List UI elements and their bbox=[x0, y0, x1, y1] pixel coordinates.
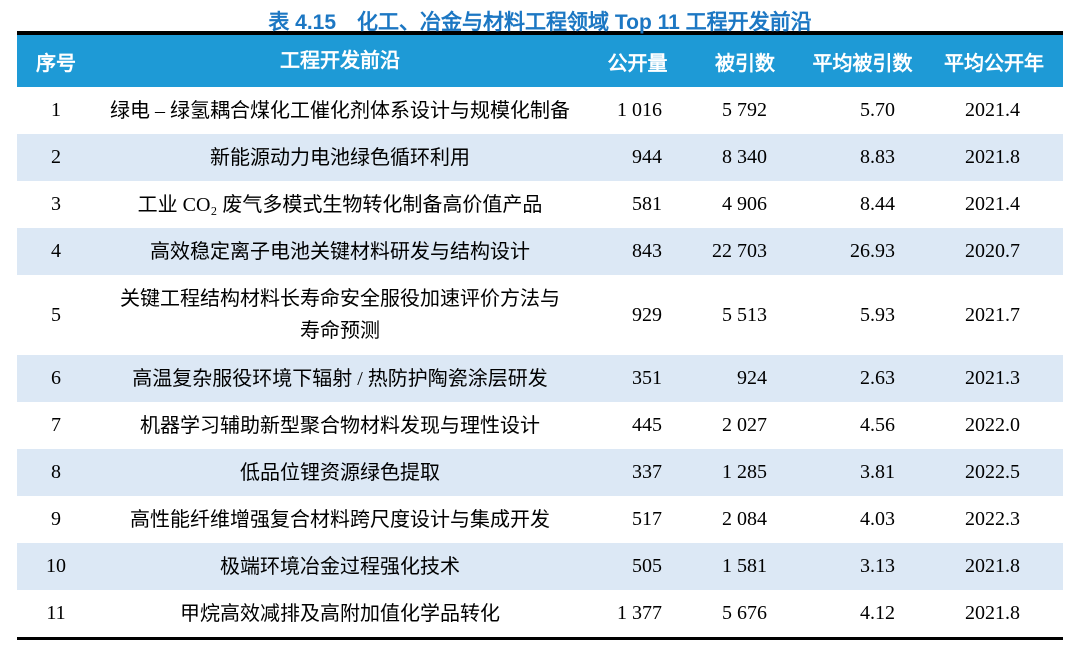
row-index-cell: 9 bbox=[51, 508, 61, 530]
front-name-cell: 关键工程结构材料长寿命安全服役加速评价方法与 寿命预测 bbox=[120, 288, 560, 342]
citations-cell: 5 792 bbox=[722, 99, 767, 121]
avg-year-cell: 2021.8 bbox=[965, 555, 1020, 577]
front-name-cell: 甲烷高效减排及高附加值化学品转化 bbox=[180, 602, 500, 625]
table-row: 5 关键工程结构材料长寿命安全服役加速评价方法与 寿命预测 929 5 513 … bbox=[17, 275, 1063, 355]
avg-year-cell: 2021.4 bbox=[965, 99, 1020, 121]
front-name-cell: 高效稳定离子电池关键材料研发与结构设计 bbox=[150, 240, 530, 263]
avg-citations-cell: 4.56 bbox=[860, 414, 895, 436]
column-header-avg-citations: 平均被引数 bbox=[812, 52, 913, 75]
table-row: 2 新能源动力电池绿色循环利用 944 8 340 8.83 2021.8 bbox=[17, 134, 1063, 181]
avg-citations-cell: 8.83 bbox=[860, 146, 895, 168]
table-row: 11 甲烷高效减排及高附加值化学品转化 1 377 5 676 4.12 202… bbox=[17, 590, 1063, 637]
front-name-cell: 工业 CO₂ 废气多模式生物转化制备高价值产品 bbox=[137, 193, 543, 216]
row-index-cell: 6 bbox=[51, 367, 61, 389]
avg-citations-cell: 2.63 bbox=[860, 367, 895, 389]
front-name-cell: 低品位锂资源绿色提取 bbox=[240, 461, 440, 484]
row-index-cell: 2 bbox=[51, 146, 61, 168]
row-index-cell: 5 bbox=[51, 303, 61, 326]
citations-cell: 4 906 bbox=[722, 193, 767, 215]
row-index-cell: 7 bbox=[51, 414, 61, 436]
avg-year-cell: 2021.3 bbox=[965, 367, 1020, 389]
publications-cell: 843 bbox=[632, 240, 662, 262]
table-body: 1 绿电 – 绿氢耦合煤化工催化剂体系设计与规模化制备 1 016 5 7 9 2 … bbox=[17, 87, 1063, 637]
data-table: 序号 工程开发前沿 公开量 被引数 平均被引数 平均公开年 1 绿电 – 绿氢耦… bbox=[17, 31, 1063, 640]
front-name-cell: 绿电 – 绿氢耦合煤化工催化剂体系设计与规模化制备 bbox=[110, 99, 570, 122]
column-header-no: 序号 bbox=[36, 52, 76, 75]
front-name-cell: 机器学习辅助新型聚合物材料发现与理性设计 bbox=[140, 414, 540, 437]
table-row: 7 机器学习辅助新型聚合物材料发现与理性设计 445 2 027 4.56 20… bbox=[17, 402, 1063, 449]
avg-year-cell: 2020.7 bbox=[965, 240, 1020, 262]
publications-cell: 351 bbox=[632, 367, 662, 389]
avg-year-cell: 2021.7 bbox=[965, 303, 1020, 326]
front-name-cell: 极端环境冶金过程强化技术 bbox=[220, 555, 460, 578]
column-header-avg-year: 平均公开年 bbox=[944, 52, 1044, 75]
citations-cell: 2 027 bbox=[722, 414, 767, 436]
avg-year-cell: 2021.8 bbox=[965, 602, 1020, 624]
column-header-citations: 被引数 bbox=[715, 52, 775, 75]
table-row: 3 工业 CO₂ 废气多模式生物转化制备高价值产品 581 4 906 8.44… bbox=[17, 181, 1063, 228]
column-header-front: 工程开发前沿 bbox=[280, 50, 400, 72]
avg-year-cell: 2022.5 bbox=[965, 461, 1020, 483]
citations-cell: 1 581 bbox=[722, 555, 767, 577]
citations-cell: 22 703 bbox=[712, 240, 767, 262]
avg-citations-cell: 26.93 bbox=[850, 240, 895, 262]
avg-citations-cell: 5.93 bbox=[860, 303, 895, 326]
table-header-row: 序号 工程开发前沿 公开量 被引数 平均被引数 平均公开年 bbox=[17, 35, 1063, 87]
table-row: 6 高温复杂服役环境下辐射 / 热防护陶瓷涂层研发 351 924 2.63 2… bbox=[17, 355, 1063, 402]
row-index-cell: 4 bbox=[51, 240, 61, 262]
citations-cell: 2 084 bbox=[722, 508, 767, 530]
publications-cell: 337 bbox=[632, 461, 662, 483]
table-row: 8 低品位锂资源绿色提取 337 1 285 3.81 2022.5 bbox=[17, 449, 1063, 496]
front-name-cell: 高温复杂服役环境下辐射 / 热防护陶瓷涂层研发 bbox=[132, 367, 548, 390]
row-index-cell: 11 bbox=[46, 602, 66, 624]
table-row: 9 高性能纤维增强复合材料跨尺度设计与集成开发 517 2 084 4.03 2… bbox=[17, 496, 1063, 543]
publications-cell: 929 bbox=[632, 303, 662, 326]
avg-year-cell: 2022.0 bbox=[965, 414, 1020, 436]
front-name-cell: 新能源动力电池绿色循环利用 bbox=[210, 146, 470, 169]
table-row: 1 绿电 – 绿氢耦合煤化工催化剂体系设计与规模化制备 1 016 5 792 … bbox=[17, 87, 1063, 134]
row-index-cell: 8 bbox=[51, 461, 61, 483]
table-row: 4 高效稳定离子电池关键材料研发与结构设计 843 22 703 26.93 2… bbox=[17, 228, 1063, 275]
publications-cell: 1 377 bbox=[617, 602, 662, 624]
publications-cell: 505 bbox=[632, 555, 662, 577]
avg-citations-cell: 4.03 bbox=[860, 508, 895, 530]
avg-citations-cell: 8.44 bbox=[860, 193, 895, 215]
citations-cell: 924 bbox=[737, 367, 767, 389]
avg-year-cell: 2021.4 bbox=[965, 193, 1020, 215]
avg-citations-cell: 5.70 bbox=[860, 99, 895, 121]
publications-cell: 1 016 bbox=[617, 99, 662, 121]
publications-cell: 944 bbox=[632, 146, 662, 168]
avg-citations-cell: 3.13 bbox=[860, 555, 895, 577]
table-title: 表 4.15 化工、冶金与材料工程领域 Top 11 工程开发前沿 bbox=[268, 11, 812, 34]
column-header-publications: 公开量 bbox=[607, 52, 668, 75]
citations-cell: 5 513 bbox=[722, 303, 767, 326]
row-index-cell: 3 bbox=[51, 193, 61, 215]
publications-cell: 517 bbox=[632, 508, 662, 530]
avg-year-cell: 2021.8 bbox=[965, 146, 1020, 168]
citations-cell: 1 285 bbox=[722, 461, 767, 483]
citations-cell: 5 676 bbox=[722, 602, 767, 624]
table-row: 10 极端环境冶金过程强化技术 505 1 581 3.13 2021.8 bbox=[17, 543, 1063, 590]
front-name-cell: 高性能纤维增强复合材料跨尺度设计与集成开发 bbox=[130, 508, 550, 531]
citations-cell: 8 340 bbox=[722, 146, 767, 168]
publications-cell: 445 bbox=[632, 414, 662, 436]
avg-citations-cell: 4.12 bbox=[860, 602, 895, 624]
row-index-cell: 1 bbox=[51, 99, 61, 121]
row-index-cell: 10 bbox=[46, 555, 66, 577]
avg-year-cell: 2022.3 bbox=[965, 508, 1020, 530]
publications-cell: 581 bbox=[632, 193, 662, 215]
avg-citations-cell: 3.81 bbox=[860, 461, 895, 483]
